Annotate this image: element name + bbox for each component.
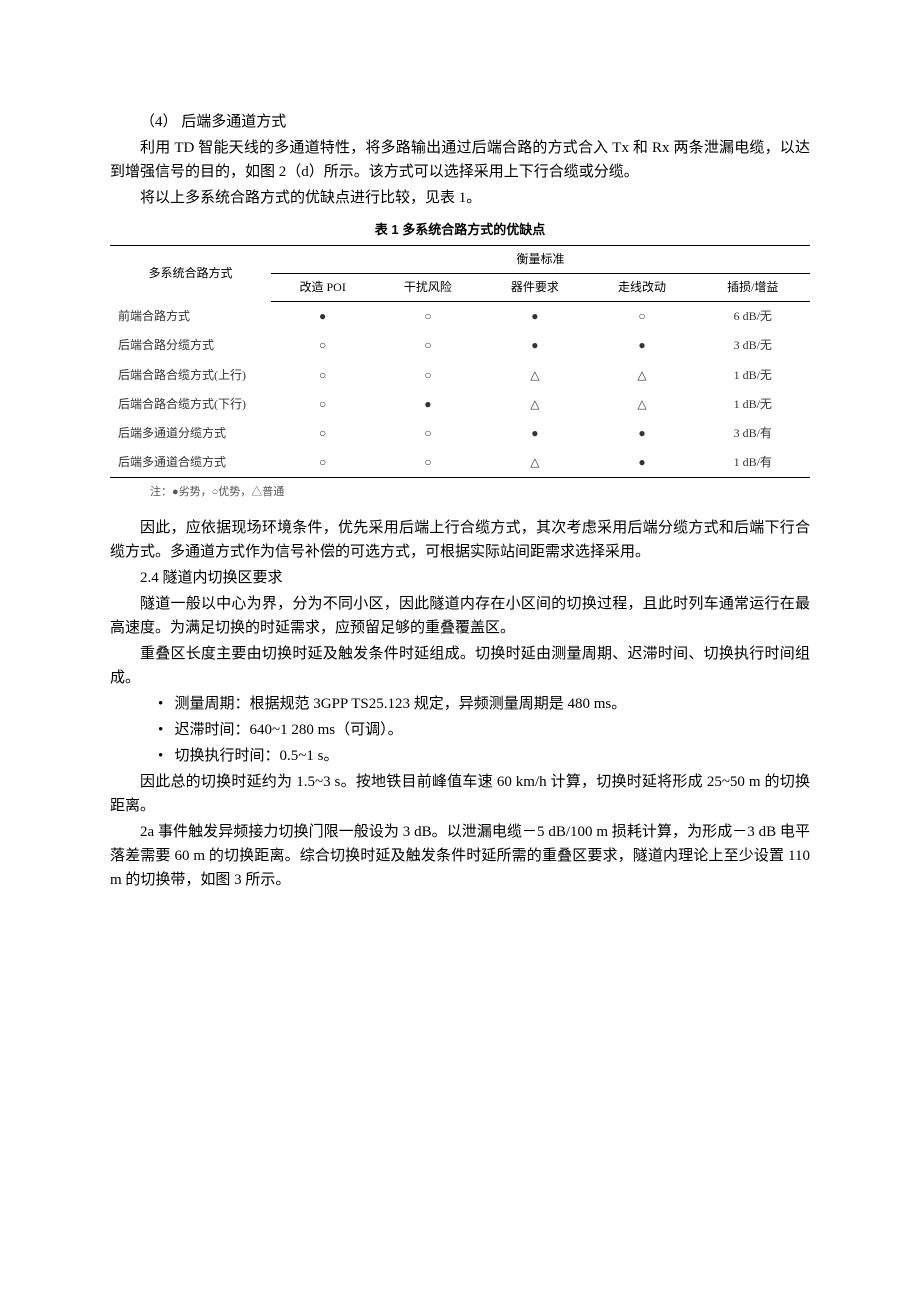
bullet-text-0: 测量周期：根据规范 3GPP TS25.123 规定，异频测量周期是 480 m…: [175, 696, 627, 712]
symbol-cell: △: [481, 361, 588, 390]
paragraph-3: 因此，应依据现场环境条件，优先采用后端上行合缆方式，其次考虑采用后端分缆方式和后…: [110, 516, 810, 564]
symbol-cell: ○: [271, 448, 374, 478]
symbol-cell: △: [588, 361, 695, 390]
symbol-cell: △: [588, 390, 695, 419]
table-caption: 表 1 多系统合路方式的优缺点: [110, 220, 810, 241]
col-header-1: 干扰风险: [374, 273, 481, 301]
row-label: 后端合路合缆方式(下行): [110, 390, 271, 419]
value-cell: 3 dB/无: [695, 331, 810, 360]
heading-4: （4） 后端多通道方式: [110, 110, 810, 134]
symbol-cell: ●: [374, 390, 481, 419]
bullet-list: •测量周期：根据规范 3GPP TS25.123 规定，异频测量周期是 480 …: [158, 692, 810, 768]
section-2-4-title: 2.4 隧道内切换区要求: [110, 566, 810, 590]
bullet-icon: •: [158, 718, 175, 742]
bullet-icon: •: [158, 744, 175, 768]
list-item: •迟滞时间：640~1 280 ms（可调）。: [158, 718, 810, 742]
col-header-group: 衡量标准: [271, 245, 810, 273]
list-item: •测量周期：根据规范 3GPP TS25.123 规定，异频测量周期是 480 …: [158, 692, 810, 716]
col-header-main: 多系统合路方式: [110, 245, 271, 301]
row-label: 前端合路方式: [110, 302, 271, 332]
symbol-cell: ○: [588, 302, 695, 332]
symbol-cell: ●: [588, 448, 695, 478]
table-row: 后端合路分缆方式○○●●3 dB/无: [110, 331, 810, 360]
col-header-4: 插损/增益: [695, 273, 810, 301]
paragraph-2: 将以上多系统合路方式的优缺点进行比较，见表 1。: [110, 186, 810, 210]
bullet-text-1: 迟滞时间：640~1 280 ms（可调）。: [175, 722, 403, 738]
symbol-cell: ○: [271, 390, 374, 419]
paragraph-6: 因此总的切换时延约为 1.5~3 s。按地铁目前峰值车速 60 km/h 计算，…: [110, 770, 810, 818]
col-header-3: 走线改动: [588, 273, 695, 301]
symbol-cell: ●: [481, 302, 588, 332]
value-cell: 1 dB/无: [695, 361, 810, 390]
symbol-cell: ●: [481, 331, 588, 360]
value-cell: 3 dB/有: [695, 419, 810, 448]
bullet-text-2: 切换执行时间：0.5~1 s。: [175, 748, 339, 764]
table-row: 后端合路合缆方式(上行)○○△△1 dB/无: [110, 361, 810, 390]
symbol-cell: ○: [271, 331, 374, 360]
paragraph-1: 利用 TD 智能天线的多通道特性，将多路输出通过后端合路的方式合入 Tx 和 R…: [110, 136, 810, 184]
table-row: 后端合路合缆方式(下行)○●△△1 dB/无: [110, 390, 810, 419]
symbol-cell: ○: [374, 419, 481, 448]
symbol-cell: ●: [271, 302, 374, 332]
row-label: 后端多通道分缆方式: [110, 419, 271, 448]
symbol-cell: ●: [588, 331, 695, 360]
symbol-cell: △: [481, 390, 588, 419]
symbol-cell: ○: [271, 361, 374, 390]
value-cell: 6 dB/无: [695, 302, 810, 332]
value-cell: 1 dB/有: [695, 448, 810, 478]
paragraph-5: 重叠区长度主要由切换时延及触发条件时延组成。切换时延由测量周期、迟滞时间、切换执…: [110, 642, 810, 690]
row-label: 后端合路合缆方式(上行): [110, 361, 271, 390]
paragraph-4: 隧道一般以中心为界，分为不同小区，因此隧道内存在小区间的切换过程，且此时列车通常…: [110, 592, 810, 640]
table-row: 后端多通道合缆方式○○△●1 dB/有: [110, 448, 810, 478]
table-body: 前端合路方式●○●○6 dB/无后端合路分缆方式○○●●3 dB/无后端合路合缆…: [110, 302, 810, 478]
comparison-table: 多系统合路方式 衡量标准 改造 POI 干扰风险 器件要求 走线改动 插损/增益…: [110, 245, 810, 479]
symbol-cell: △: [481, 448, 588, 478]
symbol-cell: ○: [374, 361, 481, 390]
symbol-cell: ●: [481, 419, 588, 448]
symbol-cell: ●: [588, 419, 695, 448]
symbol-cell: ○: [374, 331, 481, 360]
col-header-2: 器件要求: [481, 273, 588, 301]
table-row: 后端多通道分缆方式○○●●3 dB/有: [110, 419, 810, 448]
value-cell: 1 dB/无: [695, 390, 810, 419]
table-note: 注：●劣势，○优势，△普通: [110, 484, 810, 502]
paragraph-7: 2a 事件触发异频接力切换门限一般设为 3 dB。以泄漏电缆－5 dB/100 …: [110, 820, 810, 892]
table-row: 前端合路方式●○●○6 dB/无: [110, 302, 810, 332]
list-item: •切换执行时间：0.5~1 s。: [158, 744, 810, 768]
col-header-0: 改造 POI: [271, 273, 374, 301]
bullet-icon: •: [158, 692, 175, 716]
row-label: 后端多通道合缆方式: [110, 448, 271, 478]
symbol-cell: ○: [271, 419, 374, 448]
symbol-cell: ○: [374, 302, 481, 332]
row-label: 后端合路分缆方式: [110, 331, 271, 360]
symbol-cell: ○: [374, 448, 481, 478]
